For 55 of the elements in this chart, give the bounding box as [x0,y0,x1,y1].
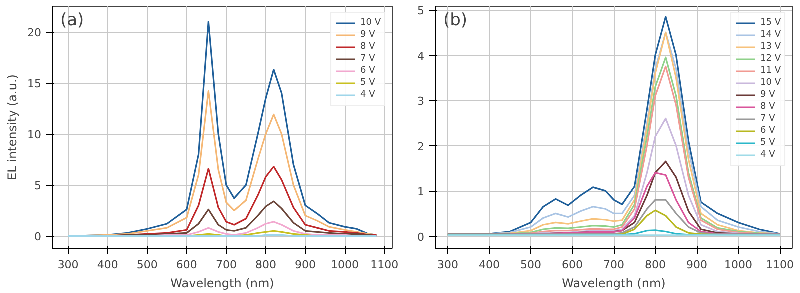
y-axis-title: EL intensity (a.u.) [6,74,20,180]
x-tick-label: 300 [437,258,458,272]
y-tick-label: 4 [418,50,424,63]
line-series [447,210,781,236]
legend-label: 12 V [760,53,781,65]
x-tick-label: 800 [645,258,666,272]
x-axis-title: Wavelength (nm) [562,276,666,290]
legend-label: 5 V [360,77,376,89]
y-tick-label: 1 [418,186,424,199]
x-tick-label: 400 [478,258,500,272]
legend-label: 7 V [360,53,376,65]
x-tick-label: 1000 [724,258,753,272]
legend-label: 10 V [760,77,781,89]
y-tick-label: 0 [34,230,42,244]
y-tick-label: 0 [418,230,424,244]
y-tick-label: 20 [28,26,42,40]
legend-label: 15 V [760,17,781,29]
x-tick-label: 400 [97,258,118,272]
legend-label: 5 V [760,137,776,149]
y-tick-label: 5 [34,180,42,193]
x-tick-label: 1000 [331,258,360,272]
y-tick-label: 15 [28,78,42,91]
legend-label: 6 V [360,65,376,77]
legend-label: 8 V [360,41,376,53]
legend-label: 9 V [760,89,776,101]
legend-label: 4 V [760,149,776,161]
x-tick-label: 500 [136,258,158,272]
y-tick-label: 2 [418,140,424,154]
legend-label: 6 V [760,125,776,137]
legend-label: 4 V [360,89,376,101]
x-tick-label: 1100 [370,258,399,272]
x-tick-label: 700 [604,258,624,272]
legend-label: 11 V [760,65,781,77]
legend-label: 9 V [360,29,376,41]
x-tick-label: 600 [176,258,198,272]
annotation: (b) [444,10,468,30]
y-tick-label: 3 [418,95,424,108]
x-tick-label: 900 [295,258,316,272]
x-tick-label: 1100 [766,258,794,272]
x-tick-label: 800 [255,258,276,272]
annotation: (a) [60,10,84,30]
legend-label: 13 V [760,41,781,53]
y-tick-label: 5 [418,4,424,18]
y-tick-label: 10 [28,128,42,142]
x-tick-label: 700 [216,258,237,272]
legend-label: 10 V [360,17,381,29]
x-tick-label: 500 [520,258,542,272]
legend-label: 8 V [760,101,776,113]
x-tick-label: 300 [58,258,79,272]
line-series [447,199,781,236]
legend-label: 7 V [760,113,776,125]
x-tick-label: 600 [562,258,583,272]
legend-label: 14 V [760,29,781,41]
x-tick-label: 900 [686,258,708,272]
x-axis-title: Wavelength (nm) [170,276,274,290]
